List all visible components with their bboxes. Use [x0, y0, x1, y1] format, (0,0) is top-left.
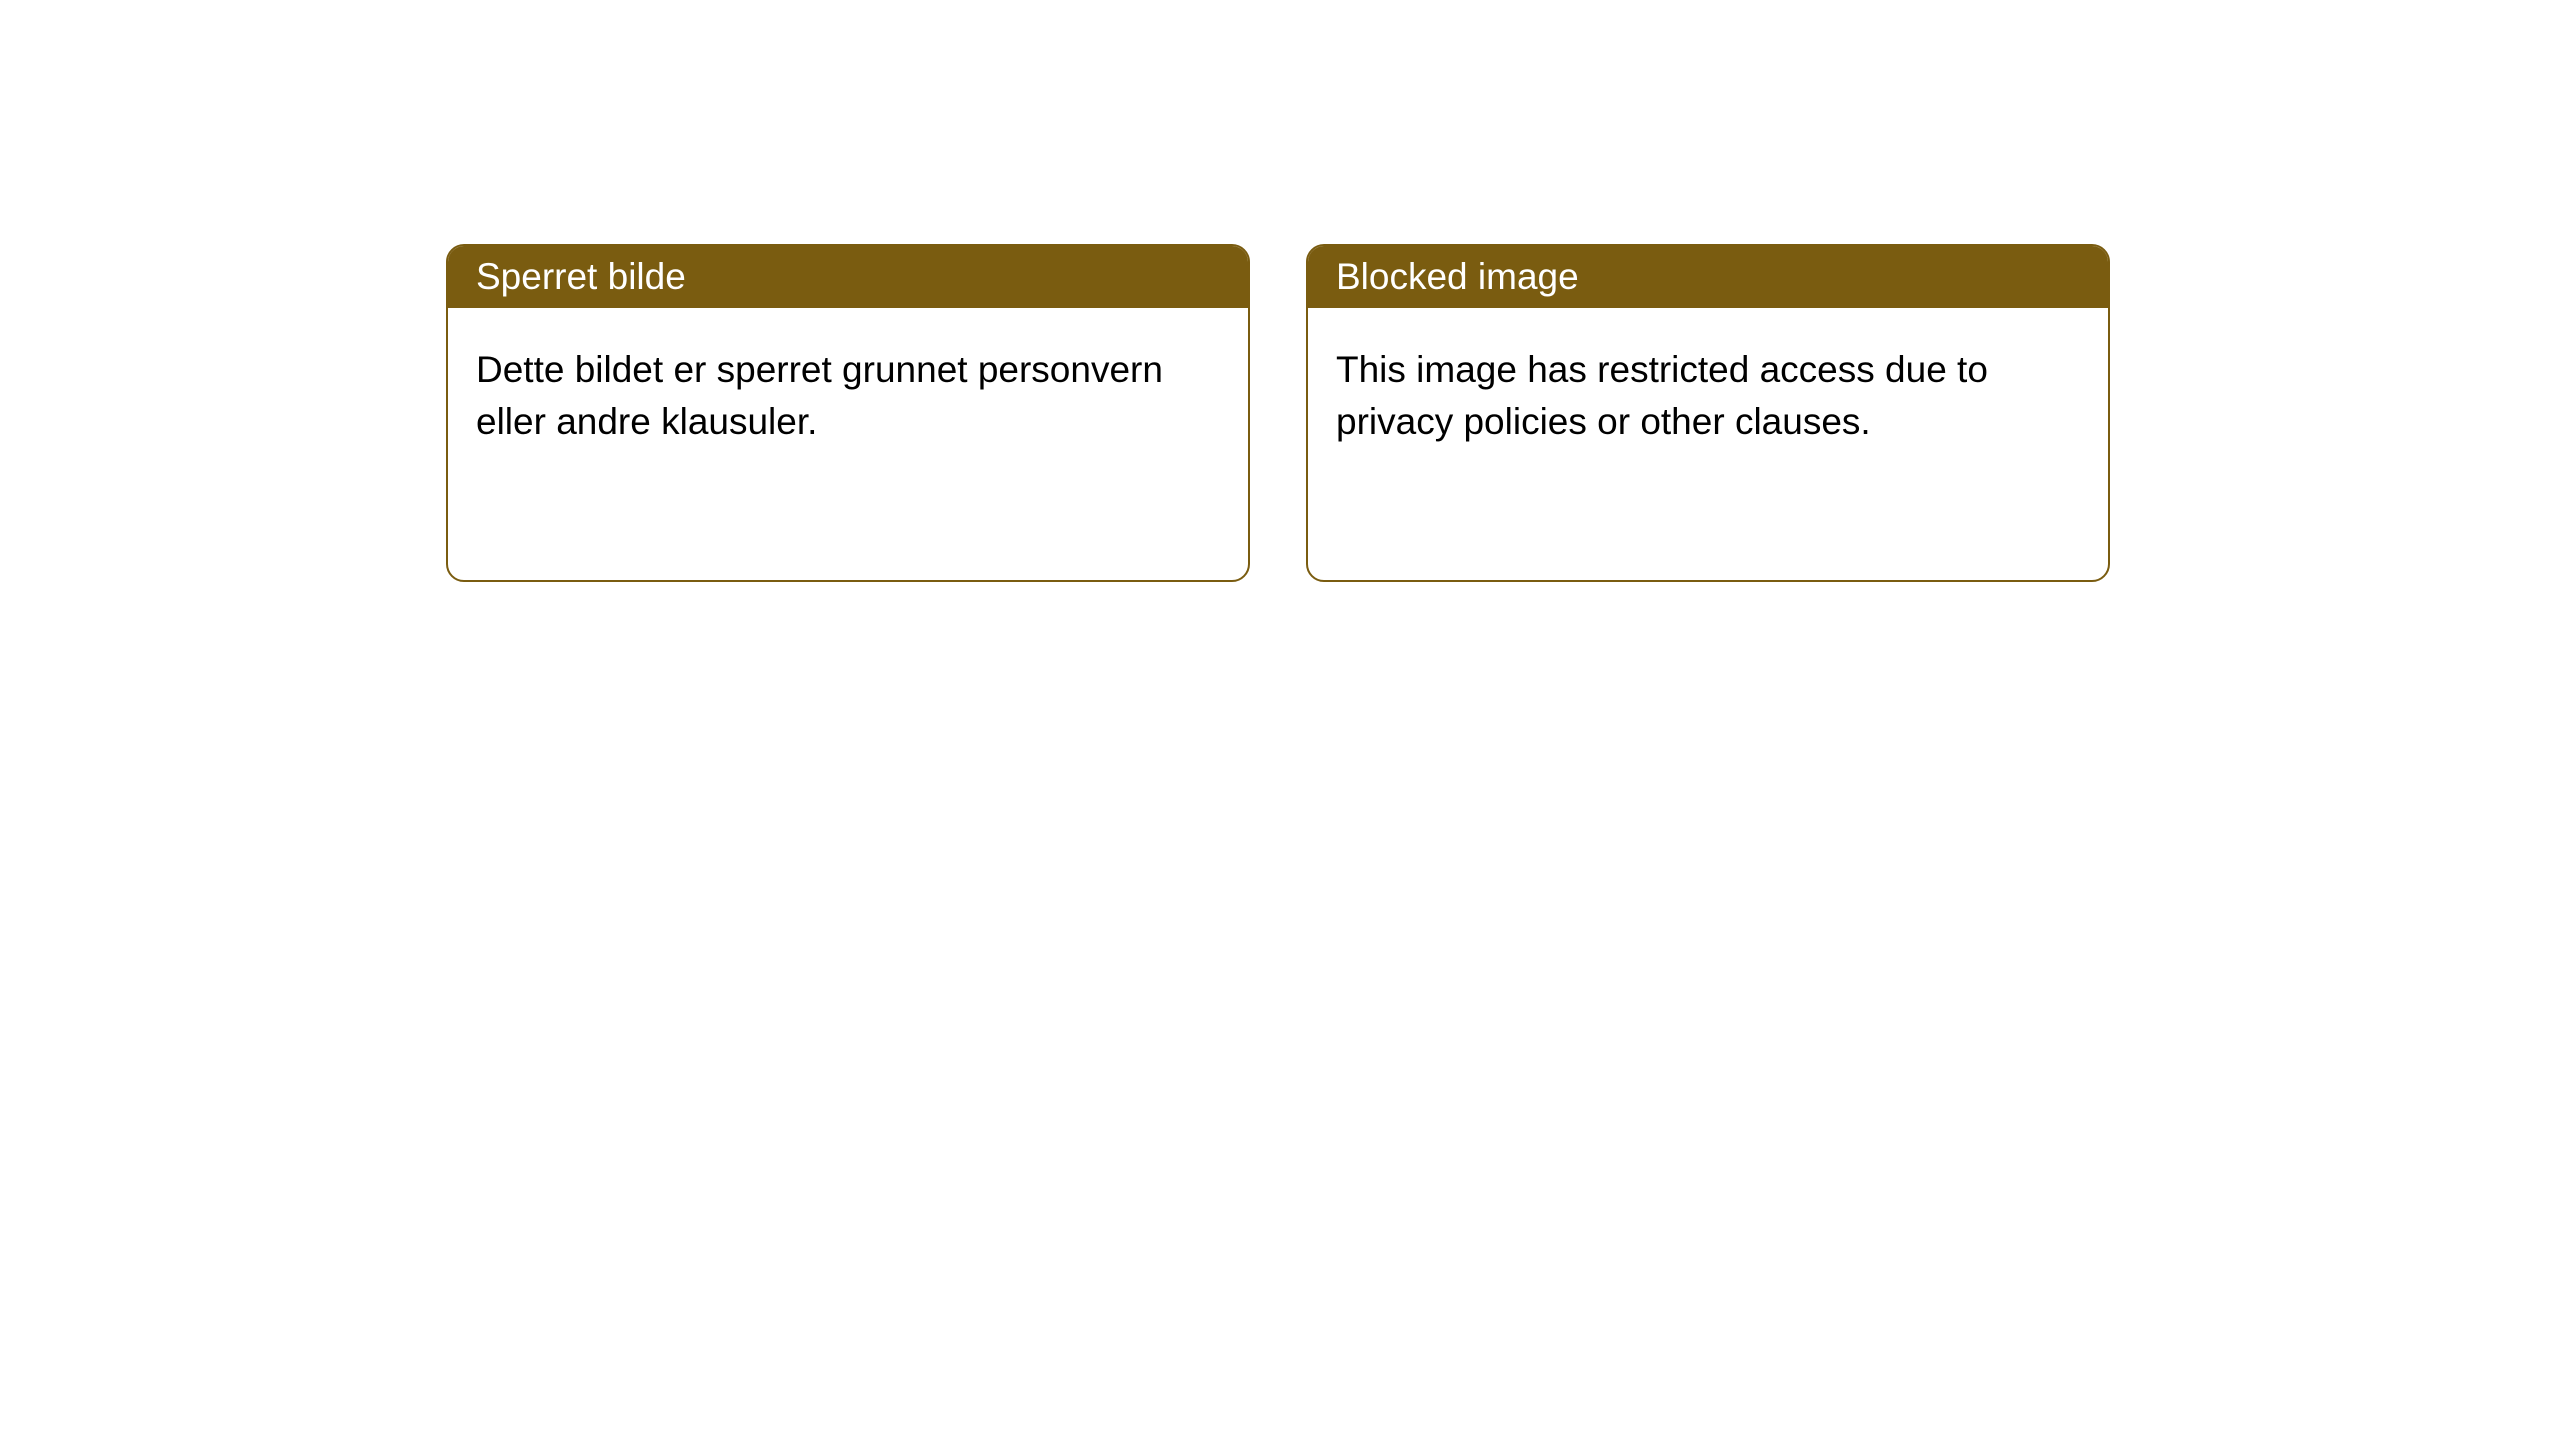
notice-title: Blocked image [1336, 256, 1579, 298]
notice-header: Sperret bilde [448, 246, 1248, 308]
notice-body: Dette bildet er sperret grunnet personve… [448, 308, 1248, 484]
notice-card-english: Blocked image This image has restricted … [1306, 244, 2110, 582]
notice-container: Sperret bilde Dette bildet er sperret gr… [0, 0, 2560, 582]
notice-title: Sperret bilde [476, 256, 686, 298]
notice-text: Dette bildet er sperret grunnet personve… [476, 349, 1163, 442]
notice-text: This image has restricted access due to … [1336, 349, 1988, 442]
notice-body: This image has restricted access due to … [1308, 308, 2108, 484]
notice-header: Blocked image [1308, 246, 2108, 308]
notice-card-norwegian: Sperret bilde Dette bildet er sperret gr… [446, 244, 1250, 582]
